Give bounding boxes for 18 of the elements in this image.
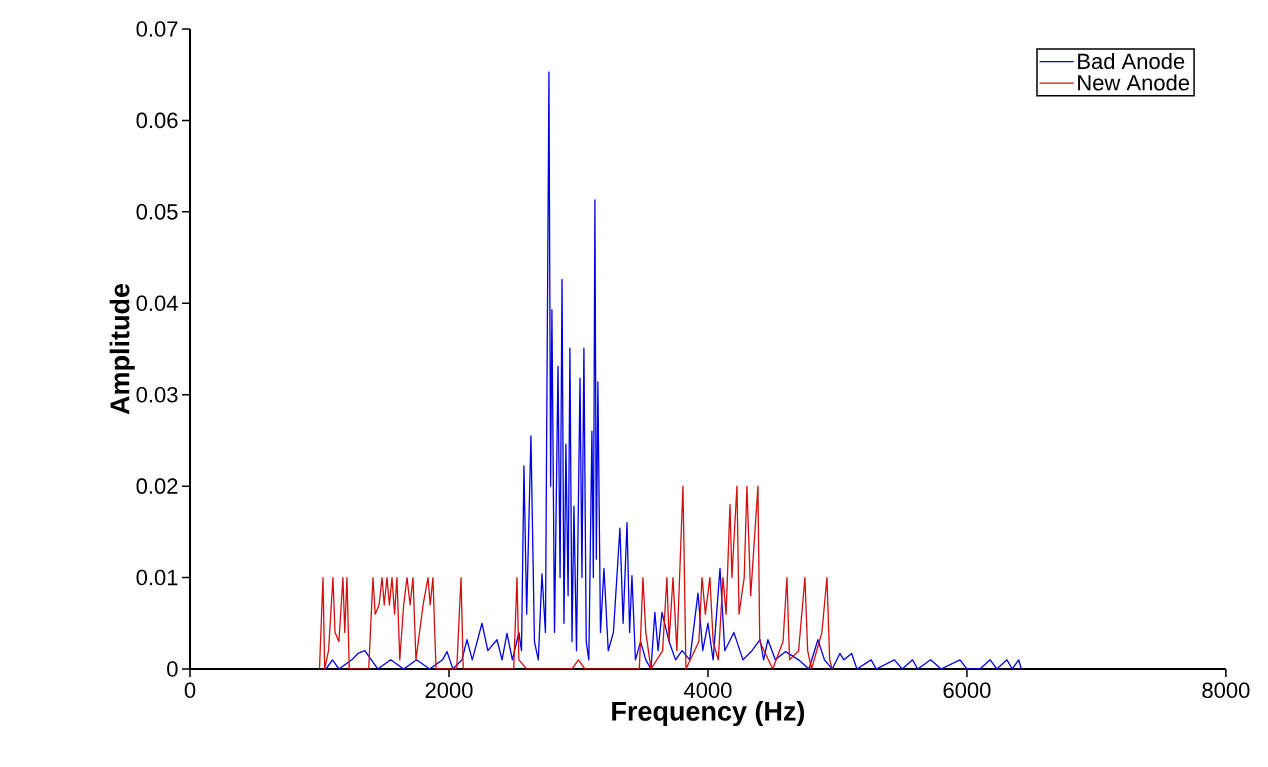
line-series	[318, 485, 833, 669]
x-tick-label: 6000	[943, 682, 991, 699]
x-tick-label: 2000	[425, 682, 473, 699]
y-tick-label: 0.03	[136, 386, 178, 403]
y-tick-label: 0.06	[136, 112, 178, 129]
x-tick-label: 4000	[683, 682, 732, 699]
y-tick-label: 0.01	[136, 569, 178, 586]
legend-label: Bad Anode	[1078, 52, 1185, 70]
y-tick-label: 0.07	[136, 21, 178, 37]
y-tick-label: 0.05	[136, 204, 178, 220]
x-tick-label: 8000	[1202, 682, 1250, 699]
y-tick-label: 0	[167, 661, 178, 677]
y-axis-title: Amplitude	[109, 283, 135, 415]
y-tick-label: 0.04	[136, 295, 178, 312]
x-tick-label: 0	[184, 682, 196, 699]
x-axis-title: Frequency (Hz)	[612, 700, 805, 727]
y-tick-label: 0.02	[136, 478, 178, 494]
legend-label: New Anode	[1078, 74, 1190, 91]
